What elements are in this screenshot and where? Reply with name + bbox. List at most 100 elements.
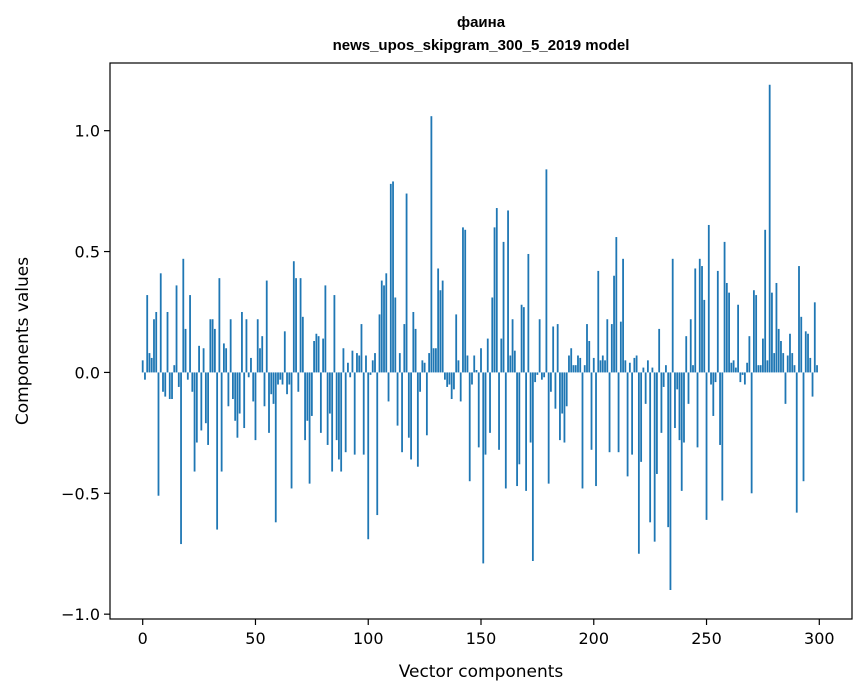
bar	[694, 268, 697, 373]
bar	[484, 372, 487, 455]
bar	[599, 360, 602, 373]
bar	[232, 372, 234, 400]
bar	[658, 328, 661, 373]
bar	[398, 353, 401, 373]
bar	[604, 360, 606, 373]
bar	[480, 348, 482, 373]
bar	[538, 319, 541, 373]
bar	[757, 365, 760, 373]
bar	[430, 116, 433, 373]
bar	[204, 372, 207, 424]
bar	[245, 319, 248, 373]
bar	[315, 333, 318, 373]
bar	[238, 372, 241, 414]
bar	[707, 224, 710, 373]
bar	[457, 360, 460, 373]
bar	[626, 372, 629, 477]
bar	[241, 311, 243, 373]
bar	[383, 285, 385, 373]
bar	[800, 316, 803, 373]
bar	[798, 266, 800, 373]
plot-area-frame	[109, 62, 853, 620]
bar	[588, 341, 591, 373]
bar	[628, 362, 631, 373]
bar	[347, 362, 349, 373]
bar	[509, 355, 512, 373]
bar	[545, 169, 548, 373]
bar	[486, 338, 489, 373]
bar	[173, 365, 176, 373]
bar	[182, 258, 185, 373]
bar	[660, 372, 663, 433]
bar	[529, 372, 532, 443]
bar	[432, 348, 435, 373]
bar	[441, 280, 444, 373]
bar	[732, 360, 735, 373]
bar	[464, 229, 467, 373]
bar	[274, 372, 277, 523]
x-tick-label: 300	[804, 629, 835, 648]
bar	[421, 360, 424, 373]
x-tick-label: 200	[578, 629, 609, 648]
bar	[678, 372, 681, 441]
bar	[577, 355, 579, 373]
bar	[462, 227, 464, 373]
bar	[698, 258, 701, 373]
bar	[150, 357, 153, 373]
bar	[425, 372, 428, 436]
bar	[746, 362, 749, 373]
bar	[177, 372, 180, 387]
y-tick-label: −1.0	[61, 605, 100, 624]
bar	[171, 372, 173, 400]
bar	[419, 372, 421, 392]
y-tick-label: −0.5	[61, 484, 100, 503]
bar	[608, 372, 611, 453]
bar	[229, 319, 232, 373]
bar	[191, 372, 194, 392]
bar	[543, 372, 546, 378]
bar	[536, 372, 539, 375]
bar	[482, 372, 485, 564]
bar	[775, 282, 778, 373]
bar	[633, 357, 636, 373]
bar	[378, 314, 381, 373]
bar	[802, 372, 805, 482]
bar	[148, 353, 151, 373]
bar	[793, 365, 796, 373]
bar	[184, 328, 187, 373]
bar	[356, 353, 358, 373]
bar	[473, 355, 476, 373]
bar	[687, 372, 690, 404]
bar	[218, 278, 221, 373]
bar	[385, 273, 388, 373]
bar	[144, 372, 146, 380]
bar	[281, 372, 284, 385]
bar	[297, 372, 300, 392]
bar	[277, 372, 279, 385]
bar	[168, 372, 171, 400]
bar	[493, 227, 496, 373]
x-tick-label: 250	[691, 629, 722, 648]
bar	[328, 372, 331, 414]
bar	[374, 353, 376, 373]
bar	[683, 372, 685, 443]
bar	[331, 372, 334, 472]
bar	[504, 372, 507, 489]
bar	[304, 372, 306, 441]
bar	[220, 372, 223, 472]
bar	[344, 372, 347, 453]
bar	[265, 280, 268, 373]
y-axis-ticks: −1.0 −0.5 0.0 0.5 1.0	[61, 122, 110, 624]
bar	[743, 372, 746, 385]
bar	[696, 372, 699, 448]
bar	[816, 365, 818, 373]
bar	[295, 278, 297, 373]
bar	[412, 311, 415, 373]
bar	[619, 321, 622, 373]
bar	[410, 372, 412, 460]
bar	[153, 319, 155, 373]
bar	[405, 193, 408, 373]
bar	[642, 367, 645, 373]
bar	[592, 357, 595, 373]
bar	[250, 357, 252, 373]
